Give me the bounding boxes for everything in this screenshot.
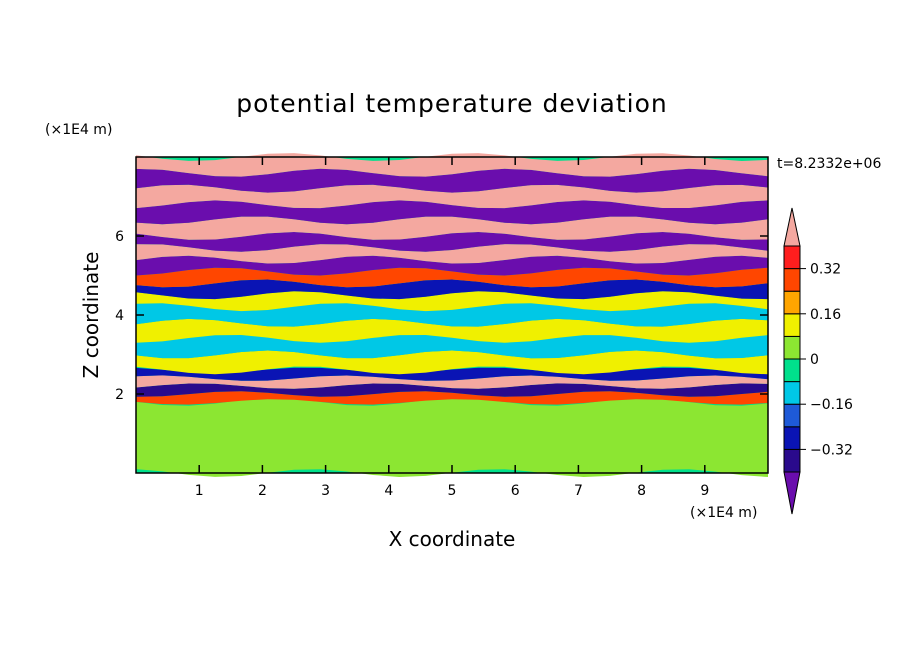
contour-band xyxy=(136,279,768,300)
plot-area: 1 2 3 4 5 6 7 8 9 2 4 6 xyxy=(115,153,769,499)
contour-band xyxy=(136,267,768,288)
contour-band xyxy=(136,255,768,276)
x-tick-label: 3 xyxy=(321,483,330,499)
contour-band xyxy=(136,216,768,240)
colorbar-block xyxy=(783,245,801,270)
colorbar-block xyxy=(783,381,801,405)
contour-band xyxy=(136,168,768,193)
colorbar-block xyxy=(783,403,801,428)
time-label: t=8.2332e+06 xyxy=(777,156,881,172)
y-axis-ticks: 2 4 6 xyxy=(115,229,768,403)
colorbar-block xyxy=(783,290,801,315)
contour-band xyxy=(136,391,768,405)
x-tick-label: 5 xyxy=(448,483,457,499)
colorbar-upper-arrow xyxy=(783,207,801,247)
colorbar-tick-label: 0.16 xyxy=(810,307,841,323)
y-tick-label: 4 xyxy=(115,308,124,324)
colorbar-tick-label: −0.16 xyxy=(810,397,853,413)
contour-band xyxy=(136,318,768,343)
contour-band xyxy=(136,232,768,252)
contour-band xyxy=(136,244,768,264)
x-unit-label: (×1E4 m) xyxy=(690,505,757,521)
x-tick-label: 4 xyxy=(384,483,393,499)
colorbar-lower-arrow xyxy=(783,471,801,515)
contour-band xyxy=(136,335,768,359)
x-axis-label: X coordinate xyxy=(389,527,516,551)
colorbar-block xyxy=(783,448,801,473)
colorbar-tick-label: 0.32 xyxy=(810,262,841,278)
y-tick-label: 6 xyxy=(115,229,124,245)
contour-band xyxy=(136,350,768,375)
x-tick-label: 1 xyxy=(195,483,204,499)
x-tick-label: 7 xyxy=(574,483,583,499)
x-tick-label: 2 xyxy=(258,483,267,499)
colorbar-block xyxy=(783,313,801,337)
colorbar-block xyxy=(783,358,801,383)
colorbar-block xyxy=(783,268,801,292)
contour-bands xyxy=(136,153,768,477)
colorbar-block xyxy=(783,426,801,450)
y-unit-label: (×1E4 m) xyxy=(45,122,112,138)
chart-title: potential temperature deviation xyxy=(236,89,667,118)
colorbar: 0.32 0.16 0 −0.16 −0.32 xyxy=(783,207,853,515)
contour-band xyxy=(136,303,768,327)
y-axis-label: Z coordinate xyxy=(79,252,103,379)
contour-band xyxy=(136,184,768,209)
x-axis-ticks: 1 2 3 4 5 6 7 8 9 xyxy=(195,157,709,499)
x-tick-label: 8 xyxy=(637,483,646,499)
contour-band xyxy=(136,291,768,312)
y-tick-label: 2 xyxy=(115,387,124,403)
colorbar-tick-label: 0 xyxy=(810,352,819,368)
contour-band xyxy=(136,375,768,389)
contour-band xyxy=(136,367,768,381)
colorbar-block xyxy=(783,335,801,360)
contour-band xyxy=(136,383,768,397)
x-tick-label: 6 xyxy=(511,483,520,499)
x-tick-label: 9 xyxy=(700,483,709,499)
contour-band xyxy=(136,200,768,225)
contour-band xyxy=(136,398,768,477)
colorbar-tick-label: −0.32 xyxy=(810,442,853,458)
